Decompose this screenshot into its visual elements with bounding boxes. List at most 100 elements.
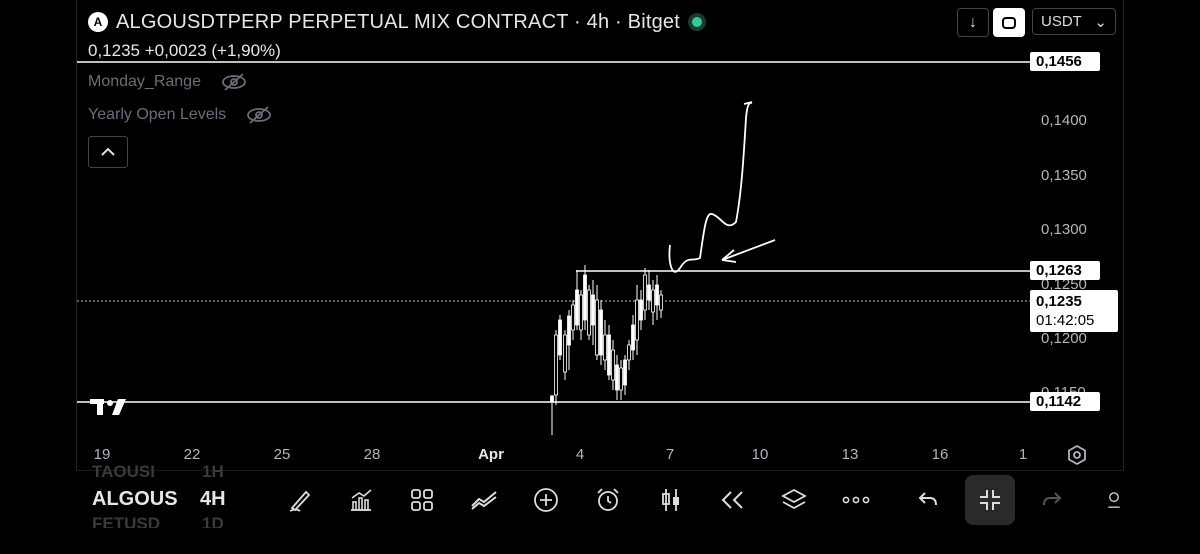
candle-body — [607, 334, 611, 376]
fullscreen-button[interactable] — [993, 8, 1025, 37]
candle-body — [647, 284, 651, 301]
candle-body — [595, 299, 599, 356]
level-tag-0-1142: 0,1142 — [1030, 392, 1100, 411]
current-price: 0,1235 — [1036, 293, 1082, 310]
time-axis-label: 19 — [93, 446, 111, 463]
projection-curve — [668, 102, 753, 273]
currency-value: USDT — [1041, 13, 1082, 30]
candle-body — [603, 334, 607, 361]
indicator-monday-range[interactable]: Monday_Range — [88, 72, 247, 92]
time-axis-label: 22 — [183, 446, 201, 463]
candles-group — [550, 265, 663, 435]
candle-body — [651, 289, 655, 313]
bar-countdown: 01:42:05 — [1036, 312, 1095, 329]
brush-icon[interactable] — [280, 480, 320, 520]
price-axis-label: 0,1300 — [1041, 221, 1087, 238]
candle-body — [587, 289, 591, 336]
ghost-timeframe: 1H — [202, 462, 224, 481]
replay-icon[interactable] — [712, 480, 752, 520]
time-axis-label: 7 — [665, 446, 675, 463]
collapse-indicators-button[interactable] — [88, 136, 128, 168]
price-axis-label: 0,1400 — [1041, 112, 1087, 129]
arrow-down-icon: ↓ — [969, 13, 977, 31]
chart-title-row: A ALGOUSDTPERP PERPETUAL MIX CONTRACT · … — [88, 8, 707, 36]
currency-select[interactable]: USDT ⌄ — [1032, 8, 1116, 35]
candle-body — [583, 274, 587, 321]
add-icon[interactable] — [526, 480, 566, 520]
chart-settings-icon[interactable] — [1066, 444, 1088, 471]
chevron-down-icon: ⌄ — [1094, 13, 1107, 31]
candle-body — [563, 334, 567, 373]
more-icon[interactable] — [836, 480, 876, 520]
indicator-label: Monday_Range — [88, 73, 201, 90]
arrow-pointer — [721, 239, 776, 263]
redo-icon[interactable] — [1032, 480, 1072, 520]
ghost-timeframe: 1D — [202, 514, 224, 528]
price-axis-label: 0,1350 — [1041, 167, 1087, 184]
indicators-icon[interactable] — [341, 480, 381, 520]
ghost-symbol: FETUSD — [92, 514, 160, 528]
candle-icon[interactable] — [651, 480, 691, 520]
layers-icon[interactable] — [774, 480, 814, 520]
candle-body — [599, 309, 603, 356]
candle-body — [639, 299, 643, 321]
price-change-readout: 0,1235 +0,0023 (+1,90%) — [88, 41, 281, 60]
candle-body — [623, 359, 627, 386]
indicator-yearly-open[interactable]: Yearly Open Levels — [88, 105, 272, 125]
grid-icon[interactable] — [402, 480, 442, 520]
price-axis-label: 0,1250 — [1041, 276, 1087, 293]
ghost-symbol: TAOUSI — [92, 462, 155, 481]
level-tag-0-1456: 0,1456 — [1030, 52, 1100, 71]
candle-body — [615, 364, 619, 391]
symbol-title[interactable]: ALGOUSDTPERP PERPETUAL MIX CONTRACT · 4h… — [116, 10, 681, 33]
collapse-icon[interactable] — [965, 475, 1015, 525]
candle-body — [655, 284, 659, 306]
live-status-icon — [688, 13, 707, 31]
candle-body — [575, 289, 579, 326]
chart-canvas[interactable] — [0, 0, 1200, 470]
level-tag-0-1263: 0,1263 — [1030, 261, 1100, 280]
candle-body — [635, 299, 639, 341]
candle-body — [554, 334, 558, 396]
price-axis-label: 0,1200 — [1041, 330, 1087, 347]
projection-tip — [743, 101, 753, 105]
time-axis-label: 16 — [931, 446, 949, 463]
candle-body — [550, 395, 554, 403]
time-axis-label: 10 — [751, 446, 769, 463]
symbol-picker[interactable]: TAOUSI 1H ALGOUS 4H FETUSD 1D — [92, 462, 272, 528]
time-axis-label: 1 — [1018, 446, 1028, 463]
candle-body — [611, 349, 615, 381]
time-axis-label: 4 — [575, 446, 585, 463]
undo-icon[interactable] — [908, 480, 948, 520]
candle-body — [571, 304, 575, 331]
candle-body — [567, 315, 571, 346]
candle-body — [627, 344, 631, 361]
candle-body — [619, 367, 623, 391]
eye-hidden-icon[interactable] — [246, 105, 272, 125]
download-button[interactable]: ↓ — [957, 8, 989, 37]
fullscreen-icon — [1002, 16, 1016, 29]
indicator-label: Yearly Open Levels — [88, 106, 227, 123]
candle-body — [631, 324, 635, 351]
active-timeframe[interactable]: 4H — [200, 488, 226, 510]
current-price-tag: 0,1235 01:42:05 — [1030, 290, 1118, 332]
chart-right-border — [1123, 0, 1124, 528]
compare-icon[interactable] — [464, 480, 504, 520]
candle-body — [643, 274, 647, 311]
candle-body — [659, 294, 663, 311]
time-axis-label: 28 — [363, 446, 381, 463]
candle-body — [579, 294, 583, 331]
chart-left-border — [76, 0, 77, 528]
tradingview-logo-icon — [90, 396, 132, 423]
alarm-icon[interactable] — [588, 480, 628, 520]
exchange-logo-icon: A — [88, 12, 108, 32]
object-tree-icon[interactable] — [1104, 480, 1124, 520]
chevron-up-icon — [101, 147, 115, 156]
active-symbol[interactable]: ALGOUS — [92, 488, 178, 510]
eye-hidden-icon[interactable] — [221, 72, 247, 92]
time-axis-label: 13 — [841, 446, 859, 463]
time-axis-label: Apr — [478, 446, 504, 463]
candle-body — [558, 319, 562, 356]
candle-body — [591, 294, 595, 326]
